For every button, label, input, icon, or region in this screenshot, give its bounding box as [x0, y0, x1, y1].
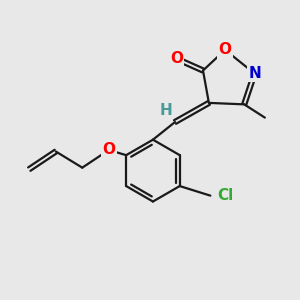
Text: Cl: Cl — [218, 188, 234, 203]
Text: O: O — [170, 51, 183, 66]
Text: H: H — [160, 103, 172, 118]
Text: O: O — [219, 42, 232, 57]
Text: O: O — [102, 142, 115, 158]
Text: N: N — [248, 66, 261, 81]
